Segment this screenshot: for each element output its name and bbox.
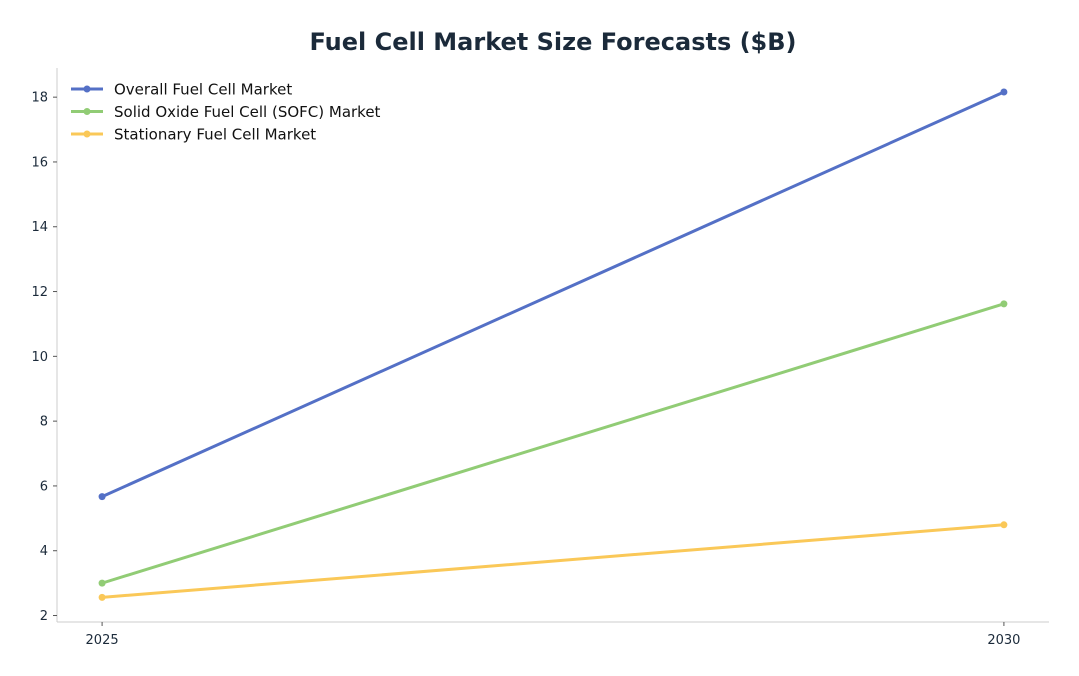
x-axis-ticks: 2025 2030 (86, 622, 1020, 648)
legend-swatch-marker (83, 108, 91, 115)
data-point (1000, 300, 1008, 308)
y-tick-label: 10 (31, 350, 48, 365)
series-1 (98, 300, 1008, 587)
series-line (100, 523, 1006, 599)
y-tick-label: 16 (31, 155, 48, 170)
legend-swatch-marker (83, 85, 91, 93)
y-tick-label: 6 (40, 479, 48, 494)
y-tick-label: 12 (31, 285, 48, 300)
series-2 (98, 521, 1008, 601)
data-point (98, 593, 106, 601)
chart-title: Fuel Cell Market Size Forecasts ($B) (309, 28, 796, 56)
series-line (100, 302, 1006, 585)
y-axis-ticks: 2 4 6 8 10 12 14 16 18 (31, 91, 57, 624)
y-tick-label: 14 (31, 220, 48, 235)
y-tick-label: 4 (40, 544, 48, 559)
data-point (98, 579, 106, 587)
series-line (100, 90, 1006, 499)
y-tick-label: 8 (40, 415, 48, 430)
series-0 (98, 88, 1008, 501)
series-layer (98, 88, 1008, 601)
x-tick-label: 2025 (86, 633, 119, 648)
data-point (1000, 88, 1008, 96)
legend-swatch-marker (83, 130, 91, 138)
legend-label: Stationary Fuel Cell Market (114, 126, 316, 144)
legend-item: Stationary Fuel Cell Market (71, 126, 316, 144)
x-tick-label: 2030 (987, 633, 1020, 648)
data-point (98, 493, 106, 501)
legend: Overall Fuel Cell Market Solid Oxide Fuel… (71, 81, 381, 144)
legend-item: Overall Fuel Cell Market (71, 81, 292, 99)
y-tick-label: 2 (40, 609, 48, 624)
y-tick-label: 18 (31, 91, 48, 106)
data-point (1000, 521, 1008, 529)
legend-label: Overall Fuel Cell Market (114, 81, 292, 99)
legend-item: Solid Oxide Fuel Cell (SOFC) Market (71, 103, 381, 121)
legend-label: Solid Oxide Fuel Cell (SOFC) Market (114, 103, 381, 121)
